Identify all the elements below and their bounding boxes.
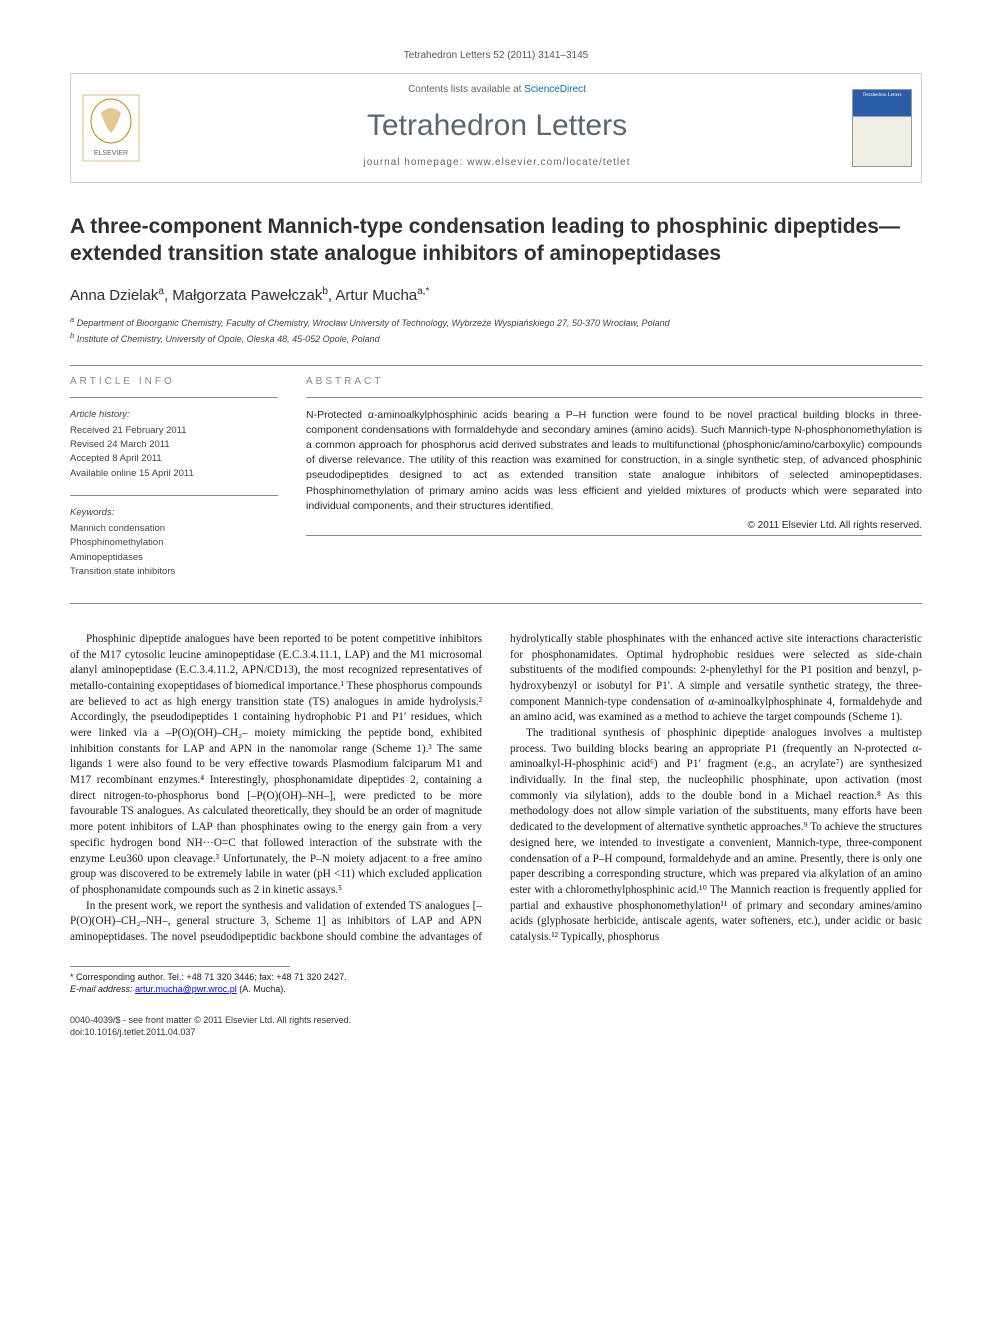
journal-cover-thumb: Tetrahedron Letters — [843, 74, 921, 182]
divider — [70, 603, 922, 604]
info-heading: ARTICLE INFO — [70, 376, 278, 387]
homepage-url: www.elsevier.com/locate/tetlet — [467, 157, 630, 168]
article-title: A three-component Mannich-type condensat… — [70, 213, 922, 268]
email-suffix: (A. Mucha). — [239, 984, 286, 994]
cover-image: Tetrahedron Letters — [852, 89, 912, 167]
elsevier-logo: ELSEVIER — [71, 74, 151, 182]
keyword: Aminopeptidases — [70, 551, 278, 565]
body-paragraph: Phosphinic dipeptide analogues have been… — [70, 632, 482, 898]
footer-separator — [70, 966, 290, 967]
divider — [306, 535, 922, 536]
divider — [70, 397, 278, 398]
revised-date: Revised 24 March 2011 — [70, 438, 278, 452]
history-label: Article history: — [70, 408, 278, 422]
corresponding-author: * Corresponding author. Tel.: +48 71 320… — [70, 971, 922, 996]
body-paragraph: The traditional synthesis of phosphinic … — [510, 726, 922, 945]
abstract-copyright: © 2011 Elsevier Ltd. All rights reserved… — [306, 520, 922, 531]
contents-prefix: Contents lists available at — [408, 84, 524, 95]
homepage-prefix: journal homepage: — [363, 157, 467, 168]
journal-header: ELSEVIER Contents lists available at Sci… — [70, 73, 922, 183]
keyword: Transition state inhibitors — [70, 565, 278, 579]
divider — [306, 397, 922, 398]
affiliations: a Department of Bioorganic Chemistry, Fa… — [70, 314, 922, 347]
article-body: Phosphinic dipeptide analogues have been… — [70, 632, 922, 945]
keyword: Phosphinomethylation — [70, 536, 278, 550]
abstract-heading: ABSTRACT — [306, 376, 922, 387]
homepage-line: journal homepage: www.elsevier.com/locat… — [161, 157, 833, 168]
affiliation-a: a Department of Bioorganic Chemistry, Fa… — [70, 314, 922, 331]
contents-list-line: Contents lists available at ScienceDirec… — [161, 84, 833, 95]
online-date: Available online 15 April 2011 — [70, 467, 278, 481]
email-label: E-mail address: — [70, 984, 133, 994]
corresponding-email-link[interactable]: artur.mucha@pwr.wroc.pl — [135, 984, 237, 994]
doi-line: doi:10.1016/j.tetlet.2011.04.037 — [70, 1026, 351, 1039]
svg-text:ELSEVIER: ELSEVIER — [94, 150, 128, 157]
abstract-block: ABSTRACT N-Protected α-aminoalkylphosphi… — [306, 376, 922, 594]
citation-line: Tetrahedron Letters 52 (2011) 3141–3145 — [70, 50, 922, 61]
abstract-text: N-Protected α-aminoalkylphosphinic acids… — [306, 408, 922, 515]
corresponding-phone: Corresponding author. Tel.: +48 71 320 3… — [76, 972, 347, 982]
divider — [70, 365, 922, 366]
sciencedirect-link[interactable]: ScienceDirect — [524, 84, 586, 95]
page-footer: 0040-4039/$ - see front matter © 2011 El… — [70, 1014, 922, 1039]
keyword: Mannich condensation — [70, 522, 278, 536]
authors-list: Anna Dzielaka, Małgorzata Pawełczakb, Ar… — [70, 286, 922, 304]
received-date: Received 21 February 2011 — [70, 424, 278, 438]
divider — [70, 495, 278, 496]
affiliation-b: b Institute of Chemistry, University of … — [70, 330, 922, 347]
accepted-date: Accepted 8 April 2011 — [70, 452, 278, 466]
journal-name: Tetrahedron Letters — [161, 109, 833, 143]
issn-line: 0040-4039/$ - see front matter © 2011 El… — [70, 1014, 351, 1027]
article-info-block: ARTICLE INFO Article history: Received 2… — [70, 376, 278, 594]
keywords-label: Keywords: — [70, 506, 278, 520]
